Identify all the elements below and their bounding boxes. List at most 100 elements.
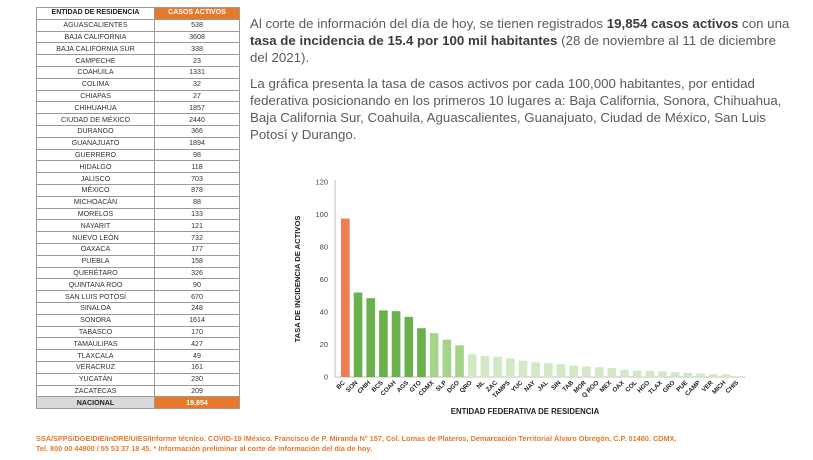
bar-ags: [404, 316, 414, 377]
x-tick-label: GRO: [662, 379, 677, 394]
y-tick-label: 80: [320, 243, 328, 252]
table-row: NAYARIT 121: [36, 219, 240, 233]
bar-gto: [417, 328, 426, 377]
table-row: COLIMA 32: [36, 77, 240, 91]
state-cases: 427: [154, 337, 240, 351]
state-cases: 27: [154, 89, 240, 103]
table-row: JALISCO 703: [36, 172, 240, 185]
state-cases: 98: [154, 148, 240, 162]
state-cases: 32: [154, 77, 240, 91]
x-tick-label: QRO: [459, 379, 474, 394]
table-row: CAMPECHE 23: [36, 54, 240, 67]
bar-jal: [544, 363, 553, 377]
table-row: DURANGO 366: [36, 124, 240, 138]
summary-incidence-rate: tasa de incidencia de 15.4 por 100 mil h…: [250, 33, 558, 48]
table-row: SONORA 1614: [36, 313, 240, 327]
bar-zac: [493, 356, 502, 377]
x-tick-label: AGS: [396, 379, 411, 394]
bar-chih: [366, 298, 376, 377]
table-row: MORELOS 133: [36, 207, 240, 221]
state-name: COAHUILA: [36, 65, 155, 79]
state-cases: 209: [154, 384, 240, 398]
state-cases: 49: [154, 349, 240, 362]
bar-tamps: [505, 358, 515, 377]
table-row: HIDALGO 118: [36, 160, 240, 174]
state-cases: 2440: [154, 113, 240, 126]
table-row: TLAXCALA 49: [36, 349, 240, 362]
state-cases: 161: [154, 360, 240, 374]
footer-line-1: SSA/SPPS/DGE/DIE/InDRE/UIES/Informe técn…: [36, 434, 677, 443]
state-cases: 1894: [154, 136, 240, 150]
state-name: SAN LUIS POTOSÍ: [36, 290, 155, 303]
table-row: YUCATÁN 230: [36, 372, 240, 386]
state-cases: 326: [154, 266, 240, 280]
bar-dgo: [455, 345, 464, 377]
summary-text-1: Al corte de información del día de hoy, …: [250, 16, 607, 31]
bar-chis: [734, 376, 743, 377]
bar-tlax: [658, 371, 667, 377]
table-row: TAMAULIPAS 427: [36, 337, 240, 351]
bar-ver: [708, 374, 718, 377]
table-row: NUEVO LEÓN 732: [36, 231, 240, 244]
table-row: PUEBLA 158: [36, 254, 240, 268]
table-row: MÉXICO 878: [36, 183, 240, 197]
x-tick-label: OAX: [611, 379, 626, 394]
state-name: QUERÉTARO: [36, 266, 155, 280]
state-name: BAJA CALIFORNIA SUR: [36, 42, 155, 56]
x-tick-label: NL: [475, 379, 486, 390]
bar-nl: [480, 355, 490, 377]
state-name: OAXACA: [36, 242, 155, 256]
state-cases: 538: [154, 18, 240, 32]
state-name: COLIMA: [36, 77, 155, 91]
state-name: HIDALGO: [36, 160, 155, 174]
summary-text-2: con una: [738, 16, 790, 31]
state-name: SINALOA: [36, 301, 155, 315]
bar-gro: [670, 372, 680, 377]
bar-coah: [391, 311, 401, 377]
y-tick-label: 20: [320, 340, 328, 349]
state-cases: 121: [154, 219, 240, 233]
table-row: SAN LUIS POTOSÍ 670: [36, 290, 240, 303]
total-label: NACIONAL: [36, 396, 155, 410]
table-row: GUERRERO 98: [36, 148, 240, 162]
y-tick-label: 0: [324, 373, 328, 382]
bar-nay: [531, 362, 540, 377]
x-tick-label: SIN: [550, 379, 563, 392]
y-tick-label: 100: [315, 210, 328, 219]
state-name: CHIHUAHUA: [36, 101, 155, 115]
summary-text-3: (28 de noviembre al 11 de diciembre del …: [250, 33, 776, 65]
table-row: BAJA CALIFORNIA SUR 338: [36, 42, 240, 56]
y-axis-title: TASA DE INCIDENCIA DE ACTIVOS: [293, 216, 302, 343]
source-footer: SSA/SPPS/DGE/DIE/InDRE/UIES/Informe técn…: [36, 434, 806, 454]
state-name: MORELOS: [36, 207, 155, 221]
table-row: CHIAPAS 27: [36, 89, 240, 103]
state-name: NAYARIT: [36, 219, 155, 233]
state-cases: 1614: [154, 313, 240, 327]
x-tick-label: BC: [335, 379, 347, 391]
state-name: CIUDAD DE MÉXICO: [36, 113, 155, 126]
footer-line-2: Tel. 800 00 44800 / 55 53 37 18 45. * In…: [36, 444, 372, 453]
x-tick-label: DGO: [446, 379, 461, 394]
x-tick-label: YUC: [510, 379, 525, 394]
chart-description-paragraph: La gráfica presenta la tasa de casos act…: [250, 76, 782, 142]
state-name: JALISCO: [36, 172, 155, 185]
bar-son: [353, 292, 363, 377]
x-tick-label: COL: [624, 379, 638, 393]
bar-qro: [467, 354, 477, 377]
table-row: CIUDAD DE MÉXICO 2440: [36, 113, 240, 126]
summary-active-cases: 19,854 casos activos: [606, 16, 739, 31]
state-cases: 90: [154, 278, 240, 292]
state-cases: 732: [154, 231, 240, 244]
bar-bcs: [379, 310, 388, 377]
state-name: DURANGO: [36, 124, 155, 138]
header-cases: CASOS ACTIVOS: [154, 7, 240, 20]
bar-q-roo: [594, 367, 604, 377]
state-name: TABASCO: [36, 325, 155, 339]
state-name: AGUASCALIENTES: [36, 18, 155, 32]
bar-sin: [556, 364, 566, 377]
state-name: SONORA: [36, 313, 155, 327]
table-row: CHIHUAHUA 1857: [36, 101, 240, 115]
state-name: VERACRUZ: [36, 360, 155, 374]
